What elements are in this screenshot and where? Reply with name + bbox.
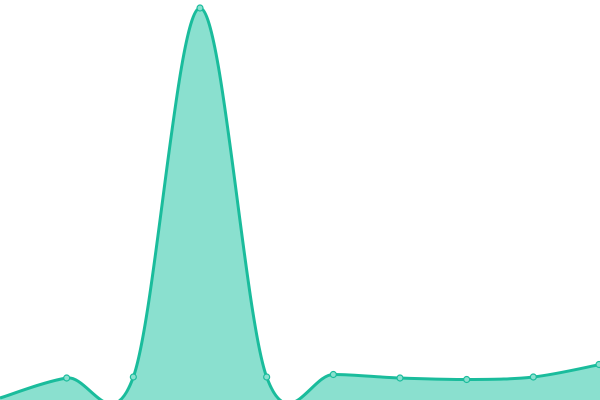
data-point: [396, 374, 404, 382]
data-points: [63, 4, 600, 384]
data-point: [196, 4, 204, 12]
data-point: [63, 374, 71, 382]
data-point: [595, 360, 600, 369]
area-fill: [0, 8, 600, 400]
data-point: [129, 373, 137, 381]
data-point: [329, 370, 337, 379]
series-line: [0, 6, 600, 400]
data-point: [263, 373, 271, 381]
data-point: [529, 373, 537, 381]
data-point: [463, 375, 471, 384]
